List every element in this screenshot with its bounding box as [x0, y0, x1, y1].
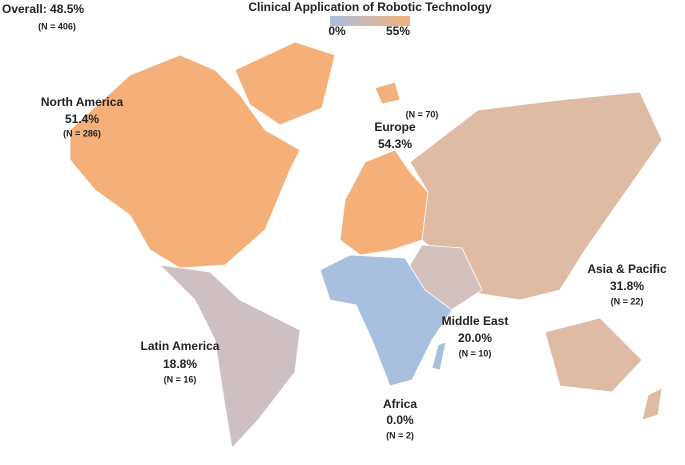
overall-n: (N = 406): [38, 21, 76, 31]
legend-max: 55%: [386, 24, 410, 38]
region-n: (N = 286): [63, 128, 101, 138]
region-n: (N = 70): [406, 109, 439, 119]
africa: [319, 254, 453, 387]
region-name: Latin America: [141, 339, 220, 353]
north-america: [69, 54, 301, 269]
continents: [69, 41, 663, 449]
region-value: 20.0%: [458, 331, 492, 345]
region-n: (N = 10): [459, 348, 492, 358]
madagascar: [431, 341, 447, 371]
region-n: (N = 2): [386, 430, 414, 440]
region-name: Asia & Pacific: [587, 262, 667, 276]
region-value: 31.8%: [610, 279, 644, 293]
svalbard: [374, 81, 401, 105]
legend-gradient: [330, 16, 410, 26]
australia: [544, 317, 643, 393]
europe: [339, 149, 429, 256]
region-name: Europe: [374, 120, 416, 134]
region-n: (N = 22): [611, 296, 644, 306]
asia: [409, 91, 663, 301]
legend-min: 0%: [328, 24, 346, 38]
region-name: Africa: [383, 397, 417, 411]
region-value: 18.8%: [163, 357, 197, 371]
latin-america: [158, 264, 301, 449]
region-name: Middle East: [442, 314, 509, 328]
region-value: 54.3%: [378, 137, 412, 151]
region-value: 51.4%: [65, 112, 99, 126]
title: Clinical Application of Robotic Technolo…: [248, 0, 492, 14]
overall: Overall: 48.5%: [2, 2, 84, 16]
new-zealand: [641, 387, 663, 421]
region-value: 0.0%: [386, 413, 414, 427]
greenland: [234, 41, 336, 126]
region-name: North America: [41, 95, 124, 109]
region-n: (N = 16): [164, 374, 197, 384]
